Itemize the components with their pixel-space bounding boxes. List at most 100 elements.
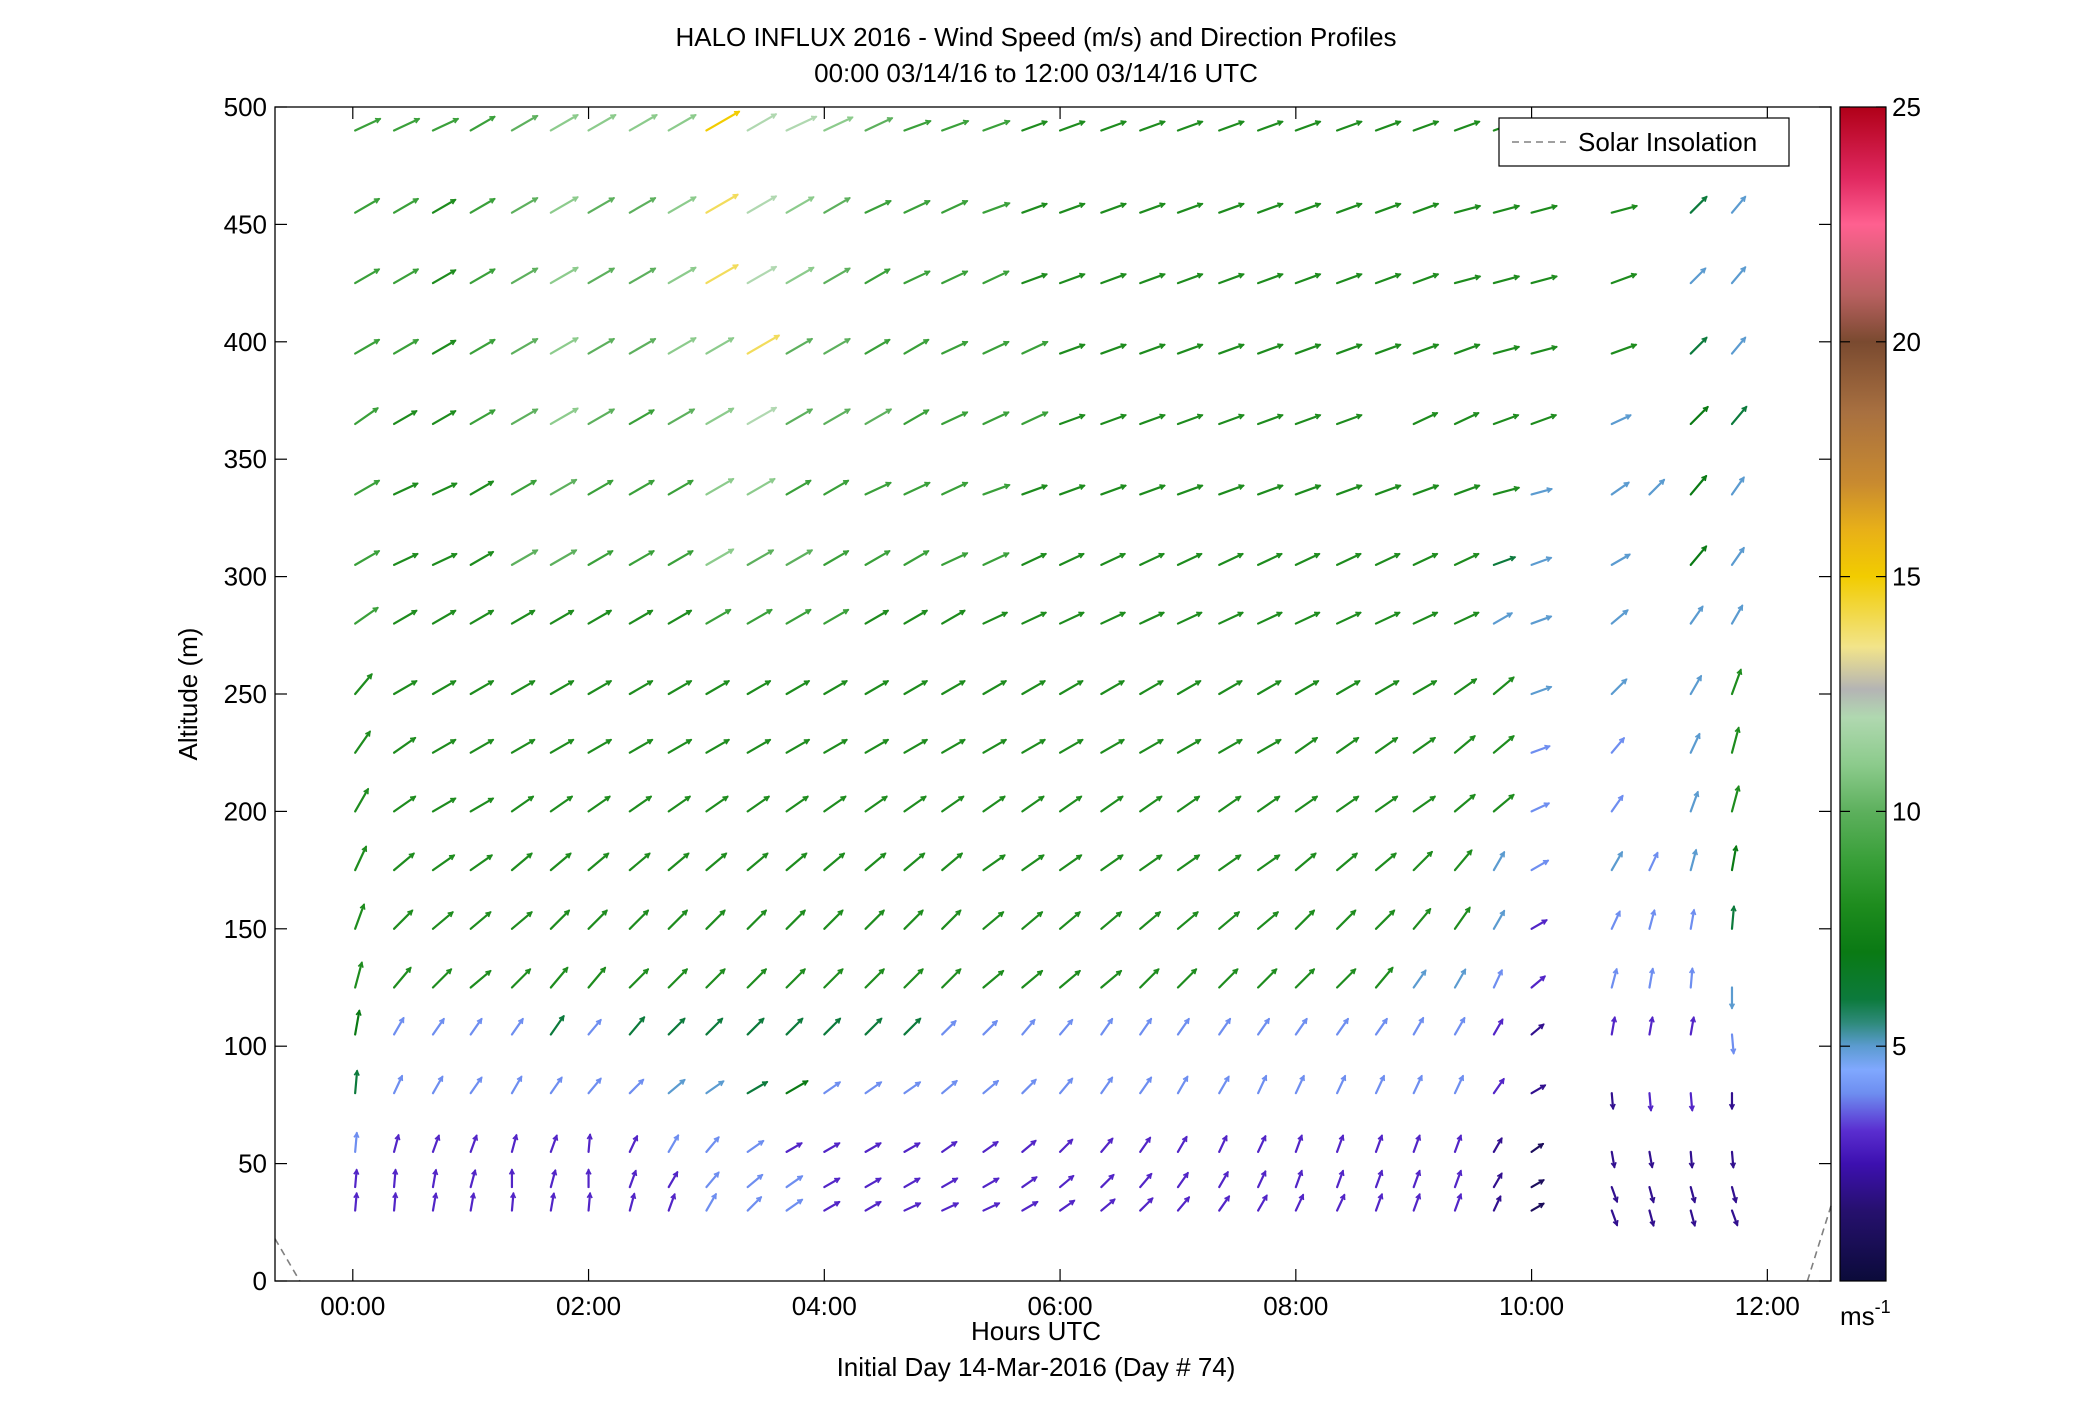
wind-barb-head [1377, 1192, 1384, 1200]
x-axis: 00:00 02:00 04:00 06:00 08:00 10:00 12:00 [320, 107, 1800, 1321]
wind-barb-head [450, 199, 457, 205]
wind-barb-head [1473, 120, 1481, 127]
wind-barb [1218, 738, 1243, 754]
wind-barb-head [1612, 967, 1619, 975]
wind-barb-head [551, 1168, 558, 1176]
wind-barb-head [447, 911, 454, 918]
wind-barb [1021, 1176, 1038, 1189]
wind-barb [746, 1196, 763, 1212]
wind-barb [1610, 968, 1618, 989]
wind-barb [1453, 793, 1476, 813]
wind-barb [903, 338, 930, 355]
wind-barb [1100, 1198, 1116, 1212]
wind-barb-head [638, 1078, 645, 1085]
wind-barb [1335, 852, 1358, 872]
wind-barb-head [1236, 739, 1243, 745]
wind-barb [1139, 1136, 1152, 1153]
wind-barb-head [1274, 854, 1281, 861]
wind-barb-head [991, 1019, 998, 1027]
wind-barb-head [632, 1134, 639, 1142]
wind-barb [1100, 484, 1127, 496]
wind-barb [785, 852, 808, 872]
wind-barb [705, 680, 730, 696]
wind-barb [1176, 414, 1204, 426]
wind-barb [1294, 611, 1321, 625]
wind-barb [1294, 795, 1318, 813]
wind-barb [1139, 202, 1166, 214]
wind-barb-head [1158, 552, 1165, 559]
wind-barb-head [844, 408, 851, 415]
wind-barb-head [796, 1175, 804, 1182]
wind-barb-head [487, 480, 495, 487]
colorbar-tick-label: 20 [1892, 327, 1921, 357]
wind-barb [1294, 1169, 1303, 1189]
wind-barb-head [409, 795, 417, 802]
wind-barb [1218, 795, 1242, 813]
wind-barb-head [770, 406, 778, 413]
wind-barb [392, 197, 419, 214]
wind-barb-head [450, 739, 457, 745]
wind-barb-head [562, 966, 569, 973]
wind-barb-head [690, 114, 697, 120]
wind-barb [354, 845, 368, 872]
wind-barb-head [595, 1077, 602, 1084]
wind-barb [1176, 273, 1204, 285]
wind-barb-head [1539, 975, 1546, 982]
wind-barb [746, 195, 777, 214]
wind-barb-head [1456, 1134, 1463, 1141]
wind-barb-head [1193, 854, 1201, 861]
wind-barb [785, 408, 813, 426]
wind-barb [1335, 414, 1363, 426]
wind-barb [1730, 604, 1744, 625]
wind-barb-head [914, 1081, 922, 1088]
wind-barb-head [645, 795, 653, 802]
wind-barb-head [438, 1017, 445, 1025]
wind-barb [1058, 1018, 1074, 1036]
wind-barb [903, 795, 927, 813]
wind-barb [746, 1139, 765, 1153]
wind-barb [705, 264, 739, 285]
wind-barb [1530, 345, 1558, 355]
wind-barb-head [365, 730, 371, 737]
wind-barb [1610, 1185, 1619, 1203]
wind-barb [705, 852, 728, 872]
wind-barb-head [1390, 852, 1397, 859]
wind-barb-head [526, 911, 533, 918]
wind-barb-head [1196, 611, 1203, 618]
wind-barb-head [961, 552, 969, 558]
wind-barb-head [1537, 1143, 1545, 1149]
colorbar-unit: ms-1 [1840, 1297, 1891, 1331]
wind-barb-head [1377, 1134, 1384, 1141]
wind-barb [1374, 795, 1399, 813]
wind-barb-head [595, 1018, 602, 1026]
wind-barb [549, 1169, 557, 1189]
wind-barb [1100, 552, 1126, 566]
wind-barb [510, 267, 539, 285]
wind-barb [667, 852, 690, 872]
wind-barb-head [1509, 555, 1517, 562]
wind-barb-head [1159, 413, 1166, 420]
wind-barb-head [1513, 204, 1521, 211]
wind-barb-head [1432, 484, 1440, 490]
wind-barb [1257, 611, 1283, 625]
wind-barb [785, 1080, 809, 1095]
wind-barb [1335, 680, 1361, 696]
wind-barb [1412, 736, 1436, 754]
wind-barb [392, 410, 418, 426]
wind-barb [1100, 854, 1124, 872]
wind-barb [1530, 975, 1546, 989]
wind-barb-head [651, 114, 658, 120]
wind-barb [469, 854, 493, 872]
wind-barb-head [1041, 120, 1048, 127]
wind-barb [1335, 968, 1357, 989]
wind-barb-head [1041, 272, 1048, 279]
wind-barb [1730, 1209, 1739, 1227]
wind-barb-head [808, 266, 815, 273]
wind-barb [1139, 738, 1164, 754]
wind-barb-head [489, 198, 496, 204]
wind-barb-head [1223, 1170, 1229, 1178]
wind-barb-head [1379, 1074, 1386, 1082]
wind-barb [1021, 1018, 1036, 1036]
wind-barb-head [363, 787, 369, 795]
wind-barb-head [837, 909, 844, 916]
